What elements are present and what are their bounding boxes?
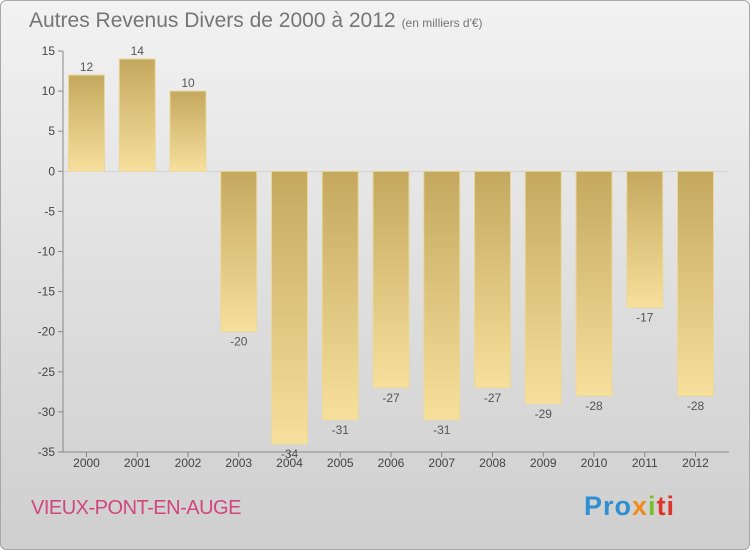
commune-name: VIEUX-PONT-EN-AUGE <box>31 497 241 519</box>
data-labels: 12 14 10 -20 -34 -31 -27 -31 -27 -29 -28 -17 -28 <box>80 44 705 461</box>
bar-2006 <box>372 170 410 389</box>
x-tick-label-2007: 2007 <box>428 456 455 470</box>
logo-part-2: x <box>632 491 649 521</box>
data-label-2000: 12 <box>80 60 94 74</box>
bar-2001 <box>118 58 156 172</box>
x-tick-label-2011: 2011 <box>632 456 658 470</box>
y-tick-label: -35 <box>38 445 56 459</box>
chart-subtitle: (en milliers d'€) <box>401 16 483 30</box>
logo-part-4: ti <box>656 491 676 521</box>
bars <box>68 58 714 445</box>
data-label-2006: -27 <box>382 391 400 405</box>
bar-2009 <box>524 170 562 405</box>
x-tick-label-2010: 2010 <box>581 456 608 470</box>
bar-2010 <box>575 170 613 397</box>
data-label-2010: -28 <box>585 399 603 413</box>
logo-part-1: Pro <box>584 491 633 521</box>
data-label-2005: -31 <box>332 423 350 437</box>
logo-part-3: i <box>648 491 657 521</box>
data-label-2002: 10 <box>181 76 195 90</box>
x-tick-label-2006: 2006 <box>378 456 405 470</box>
data-label-2001: 14 <box>131 44 145 58</box>
proxiti-logo: Proxiti <box>584 491 675 522</box>
x-tick-label-2000: 2000 <box>73 456 100 470</box>
chart-title-text: Autres Revenus Divers de 2000 à 2012 <box>29 9 396 32</box>
bar-2003 <box>220 170 258 333</box>
bar-2008 <box>474 170 511 389</box>
x-tick-label-2009: 2009 <box>530 456 557 470</box>
data-label-2004: -34 <box>281 447 299 461</box>
bar-2012 <box>677 170 714 397</box>
data-label-2003: -20 <box>230 335 248 349</box>
x-tick-label-2003: 2003 <box>225 456 252 470</box>
y-tick-label: 10 <box>42 84 56 98</box>
data-label-2011: -17 <box>636 311 654 325</box>
chart-title: Autres Revenus Divers de 2000 à 2012 (en … <box>29 9 483 33</box>
y-tick-label: 15 <box>42 44 56 58</box>
data-label-2008: -27 <box>484 391 502 405</box>
x-tick-label-2008: 2008 <box>479 456 506 470</box>
y-tick-label: -15 <box>38 285 56 299</box>
x-tick-label-2002: 2002 <box>175 456 202 470</box>
bar-2011 <box>626 170 664 309</box>
y-tick-label: -10 <box>38 245 56 259</box>
bar-2000 <box>68 74 105 172</box>
x-tick-label-2005: 2005 <box>327 456 354 470</box>
y-tick-label: -25 <box>38 365 56 379</box>
x-tick-label-2004: 2004 <box>276 456 303 470</box>
x-tick-label-2001: 2001 <box>124 456 151 470</box>
data-label-2009: -29 <box>535 407 553 421</box>
y-tick-label: -5 <box>44 204 55 218</box>
y-tick-label: 5 <box>48 124 55 138</box>
axes: 15 10 5 0 -5 -10 -15 -20 -25 -30 -35 2000 2001 2002 20… <box>38 44 729 470</box>
bar-2005 <box>321 170 359 421</box>
data-label-2007: -31 <box>433 423 451 437</box>
y-tick-label: 0 <box>48 164 55 178</box>
bar-2004 <box>271 170 308 445</box>
bar-2007 <box>423 170 461 421</box>
x-tick-label-2012: 2012 <box>682 456 709 470</box>
bar-2002 <box>169 90 207 172</box>
y-tick-label: -30 <box>38 405 56 419</box>
data-label-2012: -28 <box>687 399 705 413</box>
y-tick-label: -20 <box>38 325 56 339</box>
